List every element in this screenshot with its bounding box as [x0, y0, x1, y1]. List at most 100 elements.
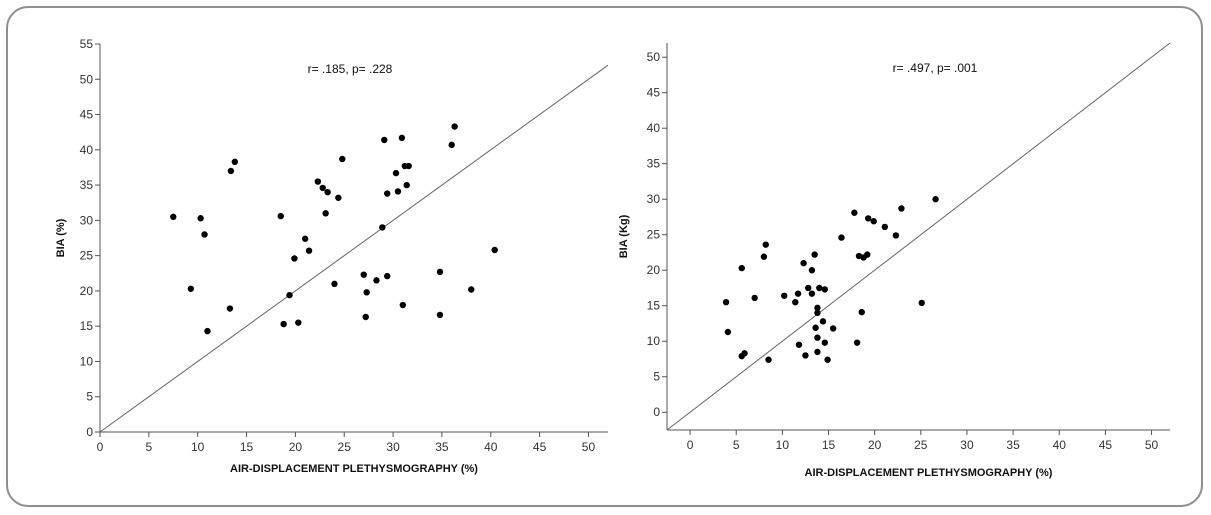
x-tick-label: 45: [1099, 438, 1113, 452]
data-point: [932, 196, 939, 203]
data-point: [829, 325, 837, 332]
data-point: [838, 234, 845, 241]
y-tick-label: 40: [80, 143, 94, 157]
data-point: [403, 181, 410, 189]
data-point: [362, 313, 369, 321]
x-tick-label: 5: [146, 440, 153, 454]
y-tick-label: 40: [647, 121, 661, 135]
y-tick-label: 55: [80, 37, 94, 51]
x-tick-label: 35: [435, 440, 449, 454]
data-point: [363, 289, 370, 296]
x-tick-label: 50: [1145, 438, 1159, 452]
data-point: [277, 212, 284, 220]
y-tick-label: 5: [653, 370, 660, 384]
data-point: [468, 286, 475, 293]
data-point: [760, 253, 768, 260]
data-point: [898, 205, 905, 212]
identity-reference-line: [666, 42, 1171, 431]
y-axis-title: BIA (%): [55, 218, 67, 257]
data-point: [724, 328, 732, 336]
x-tick-label: 5: [733, 438, 740, 452]
data-point: [384, 190, 391, 197]
data-point: [339, 155, 346, 163]
y-tick-label: 50: [647, 50, 661, 64]
x-tick-label: 40: [484, 440, 498, 454]
data-point: [399, 301, 407, 309]
data-point: [814, 348, 821, 356]
data-point: [291, 255, 298, 262]
y-tick-label: 5: [86, 390, 93, 404]
data-point: [792, 298, 799, 306]
data-point: [381, 136, 388, 144]
correlation-annotation: r= .497, p= .001: [893, 61, 978, 75]
x-tick-label: 25: [914, 438, 928, 452]
x-tick-label: 20: [289, 440, 303, 454]
data-point: [491, 246, 498, 254]
x-tick-label: 30: [960, 438, 974, 452]
data-point: [812, 324, 819, 331]
data-point: [451, 123, 458, 130]
scatter-plot-bia-percent: 0 5 10 15 20 25 30 35 40 45 50 55 0 5 10 15 20 25 30 35 40 45…: [55, 37, 609, 475]
x-tick-label: 45: [533, 440, 547, 454]
data-point: [808, 290, 816, 297]
data-point: [319, 184, 326, 192]
y-tick-label: 30: [80, 213, 94, 227]
data-point: [881, 223, 889, 231]
x-tick-label: 0: [97, 440, 104, 454]
data-point: [231, 158, 239, 166]
x-tick-label: 25: [338, 440, 352, 454]
x-tick-label: 10: [191, 440, 205, 454]
data-point: [384, 272, 391, 280]
data-point: [851, 209, 858, 216]
data-point: [821, 339, 829, 346]
y-axis-title: BIA (Kg): [618, 214, 630, 258]
data-point: [808, 267, 816, 274]
data-point: [865, 215, 872, 222]
data-point: [765, 356, 772, 363]
data-point: [324, 188, 331, 196]
data-point: [741, 350, 748, 357]
data-point: [197, 215, 204, 222]
data-point: [805, 284, 812, 292]
x-tick-label: 20: [868, 438, 882, 452]
data-point: [204, 327, 211, 335]
y-tick-label: 35: [647, 157, 661, 171]
data-point: [918, 299, 925, 307]
data-point: [738, 264, 745, 272]
y-tick-label: 0: [86, 425, 93, 439]
data-point: [814, 334, 821, 341]
data-point: [360, 271, 367, 278]
y-tick-label: 15: [80, 319, 94, 333]
data-point: [373, 277, 380, 284]
y-tick-label: 45: [80, 108, 94, 122]
data-point: [170, 213, 177, 221]
y-tick-label: 25: [80, 249, 94, 263]
x-tick-label: 15: [240, 440, 254, 454]
y-tick-label: 30: [647, 192, 661, 206]
identity-reference-line: [99, 64, 609, 433]
x-axis-title: AIR-DISPLACEMENT PLETHYSMOGRAPHY (%): [805, 467, 1053, 479]
data-point: [448, 141, 455, 149]
y-tick-label: 10: [80, 354, 94, 368]
data-point: [802, 352, 809, 359]
data-point: [335, 194, 342, 201]
y-tick-label: 10: [647, 334, 661, 348]
data-point: [864, 251, 871, 258]
data-point: [394, 188, 402, 195]
data-point: [227, 167, 235, 175]
data-point: [821, 286, 829, 293]
data-point: [794, 290, 802, 297]
data-point: [280, 320, 287, 328]
data-point: [722, 298, 730, 306]
y-tick-label: 50: [80, 72, 94, 86]
y-tick-label: 20: [80, 284, 94, 298]
data-point: [811, 251, 818, 258]
data-point: [870, 218, 877, 225]
data-point: [816, 284, 823, 292]
data-point: [762, 241, 769, 248]
data-point: [819, 318, 827, 325]
x-tick-label: 10: [776, 438, 790, 452]
x-tick-label: 30: [386, 440, 400, 454]
data-point: [853, 339, 861, 346]
